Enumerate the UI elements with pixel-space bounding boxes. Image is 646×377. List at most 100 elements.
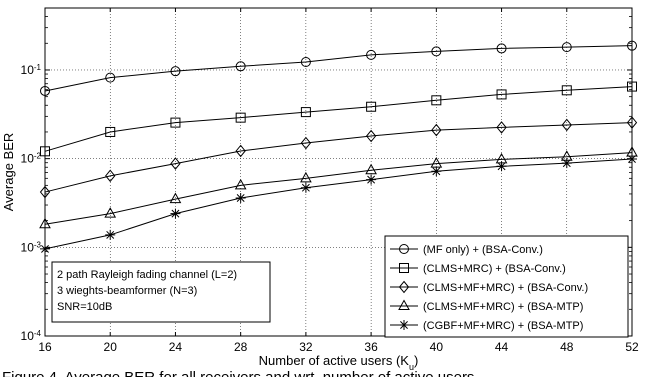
data-point-diamond (170, 157, 181, 170)
data-point-star (561, 158, 572, 169)
data-point-square (170, 117, 181, 128)
data-point-square (300, 107, 311, 118)
y-tick-label: 10-4 (21, 329, 42, 344)
data-point-triangle (39, 217, 51, 229)
data-point-star (496, 161, 507, 172)
annotation-box: 2 path Rayleigh fading channel (L=2) 3 w… (51, 261, 271, 323)
series-line (44, 86, 633, 152)
legend-entry: (CLMS+MF+MRC) + (BSA-MTP) (390, 299, 583, 313)
data-point-star (235, 192, 246, 203)
legend-label: (CLMS+MF+MRC) + (BSA-MTP) (423, 301, 583, 313)
data-point-circle (496, 43, 507, 54)
x-axis-title-subscript: u (409, 362, 414, 372)
data-point-triangle (169, 192, 182, 204)
x-tick-label: 48 (560, 340, 574, 354)
data-point-circle (40, 85, 50, 96)
data-point-star (40, 243, 50, 254)
data-point-diamond (39, 185, 51, 199)
legend-items: (MF only) + (BSA-Conv.) (CLMS+MRC) + (BSA… (390, 244, 588, 332)
x-tick-label: 28 (234, 340, 248, 354)
annotation-line: 2 path Rayleigh fading channel (L=2) (57, 269, 237, 281)
series-triangle (39, 146, 638, 229)
x-tick-label: 52 (625, 340, 639, 354)
data-point-square (627, 81, 637, 92)
data-point-diamond (365, 129, 377, 143)
data-point-diamond (496, 121, 507, 134)
y-axis-title: Average BER (1, 133, 16, 212)
series-layer (39, 40, 638, 254)
data-point-circle (366, 49, 377, 60)
y-tick-label: 10-2 (21, 151, 42, 166)
data-point-diamond (398, 280, 410, 294)
legend-label: (CLMS+MRC) + (BSA-Conv.) (423, 263, 566, 275)
x-tick-label: 44 (495, 340, 509, 354)
series-diamond (39, 116, 638, 199)
data-point-triangle (365, 163, 377, 175)
data-point-diamond (431, 123, 442, 137)
data-point-square (40, 146, 50, 157)
x-tick-label: 32 (299, 340, 313, 354)
legend-entry: (CLMS+MRC) + (BSA-Conv.) (390, 263, 566, 275)
data-point-circle (235, 61, 246, 72)
data-point-circle (431, 46, 442, 57)
data-point-star (366, 174, 377, 185)
data-point-star (627, 154, 637, 165)
data-point-diamond (235, 144, 246, 158)
legend-label: (CLMS+MF+MRC) + (BSA-Conv.) (423, 282, 588, 294)
data-point-square (366, 101, 377, 112)
x-tick-label: 20 (104, 340, 118, 354)
data-point-diamond (561, 118, 572, 132)
data-point-triangle (300, 171, 312, 183)
data-point-square (431, 95, 442, 106)
data-point-triangle (234, 178, 247, 190)
series-circle (40, 40, 637, 96)
data-point-square (496, 89, 507, 100)
annotation-box-frame (51, 261, 271, 323)
x-axis-title: Number of active users (Ku) (259, 353, 419, 372)
series-line (44, 122, 633, 193)
data-point-circle (105, 72, 116, 83)
legend-entry: (CGBF+MF+MRC) + (BSA-MTP) (390, 320, 583, 332)
series-line (44, 158, 633, 250)
data-point-square (399, 263, 409, 273)
data-point-diamond (300, 136, 312, 150)
annotation-line: SNR=10dB (57, 301, 112, 313)
data-point-star (431, 166, 442, 177)
x-axis-title-main: Number of active users (K (259, 353, 410, 368)
data-point-circle (170, 66, 181, 77)
data-point-star (399, 320, 409, 330)
y-tick-label: 10-3 (21, 240, 42, 255)
data-point-star (170, 208, 181, 219)
data-point-circle (399, 244, 409, 254)
legend-label: (CGBF+MF+MRC) + (BSA-MTP) (423, 320, 583, 332)
data-point-star (300, 182, 311, 193)
legend-label: (MF only) + (BSA-Conv.) (423, 244, 543, 256)
data-point-circle (561, 42, 572, 53)
x-tick-label: 16 (38, 340, 52, 354)
annotation-line: 3 wieghts-beamformer (N=3) (57, 285, 197, 297)
axis-ticks: 16 20 24 28 32 36 40 44 48 52 10-4 10-3 10-2 10-1 (21, 7, 639, 354)
legend-frame (384, 235, 629, 338)
data-point-triangle (104, 207, 117, 218)
x-tick-label: 40 (430, 340, 444, 354)
series-line (44, 152, 633, 225)
figure-caption: Figure 4. Average BER for all receivers … (2, 369, 474, 377)
data-point-square (105, 126, 116, 137)
legend: (MF only) + (BSA-Conv.) (CLMS+MRC) + (BSA… (384, 235, 629, 338)
data-point-square (561, 85, 572, 96)
data-point-star (105, 229, 116, 240)
data-point-triangle (430, 157, 443, 168)
data-point-diamond (105, 169, 116, 183)
data-point-triangle (398, 299, 410, 310)
data-point-square (235, 112, 246, 123)
data-point-circle (627, 40, 637, 51)
legend-entry: (MF only) + (BSA-Conv.) (390, 244, 543, 256)
x-tick-label: 24 (169, 340, 183, 354)
series-square (40, 81, 637, 157)
legend-entry: (CLMS+MF+MRC) + (BSA-Conv.) (390, 280, 588, 294)
series-line (44, 45, 633, 92)
series-star (40, 154, 637, 254)
data-point-diamond (626, 116, 638, 129)
y-tick-label: 10-1 (21, 62, 42, 77)
